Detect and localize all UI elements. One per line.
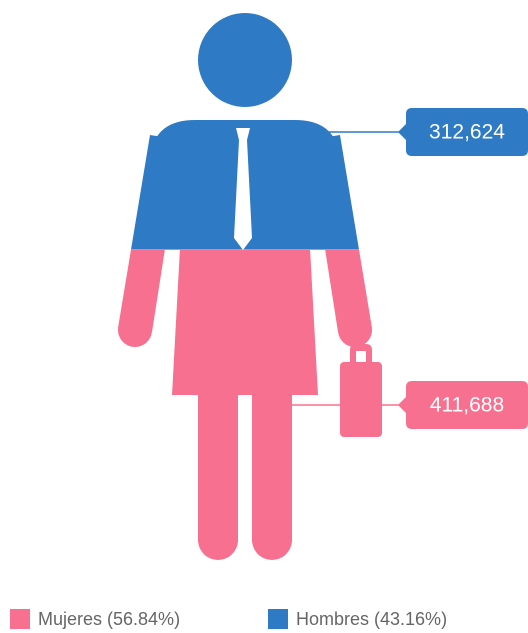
value-label: 312,624 [429, 121, 505, 144]
tie [234, 128, 252, 250]
legend-label: Hombres (43.16%) [296, 609, 447, 629]
legend-swatch [10, 609, 30, 629]
legend-label: Mujeres (56.84%) [38, 609, 180, 629]
callout-box [398, 381, 528, 429]
legend-swatch [268, 609, 288, 629]
value-label: 411,688 [430, 394, 504, 417]
callout-box [398, 108, 528, 156]
